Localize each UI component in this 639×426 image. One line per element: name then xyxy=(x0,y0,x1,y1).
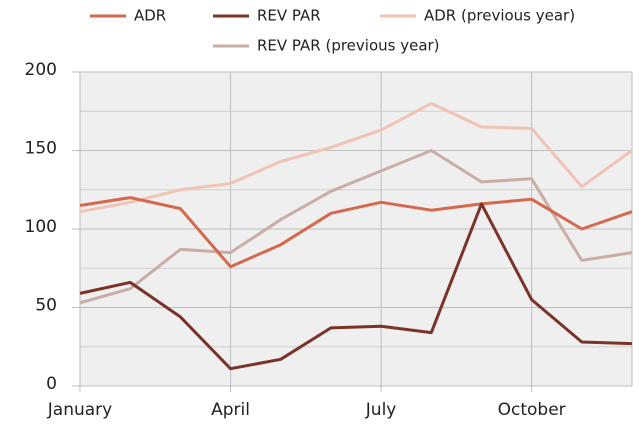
legend-label: ADR (previous year) xyxy=(424,7,575,25)
x-tick-label: April xyxy=(211,400,250,420)
series-line xyxy=(79,196,633,269)
y-tick-label: 50 xyxy=(35,296,57,316)
legend-label: REV PAR xyxy=(257,7,321,25)
y-tick-label: 0 xyxy=(46,374,57,394)
y-tick-label: 150 xyxy=(25,139,57,159)
x-tick-label: July xyxy=(365,400,397,420)
series-line xyxy=(79,202,633,371)
series-line xyxy=(79,149,633,305)
y-tick-label: 100 xyxy=(25,217,57,237)
x-tick-label: October xyxy=(498,400,566,420)
legend-label: REV PAR (previous year) xyxy=(257,37,440,55)
legend-label: ADR xyxy=(134,7,166,25)
x-tick-label: January xyxy=(47,400,112,420)
series-line xyxy=(79,101,633,214)
y-tick-label: 200 xyxy=(25,60,57,80)
